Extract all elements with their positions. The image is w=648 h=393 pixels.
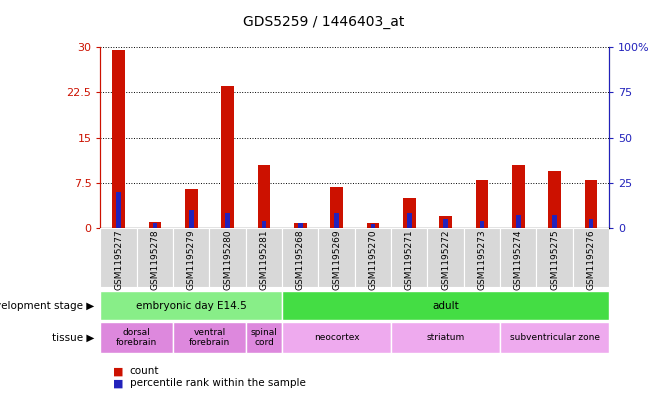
Bar bbox=[221, 86, 234, 228]
Text: GSM1195276: GSM1195276 bbox=[586, 230, 596, 290]
Bar bbox=[330, 187, 343, 228]
Text: GSM1195275: GSM1195275 bbox=[550, 230, 559, 290]
Bar bbox=[246, 228, 282, 287]
Text: neocortex: neocortex bbox=[314, 333, 360, 342]
Bar bbox=[516, 215, 520, 228]
Bar bbox=[318, 228, 355, 287]
Bar bbox=[354, 228, 391, 287]
Text: GSM1195274: GSM1195274 bbox=[514, 230, 523, 290]
Bar bbox=[116, 192, 121, 228]
Bar bbox=[294, 222, 307, 228]
Bar bbox=[439, 216, 452, 228]
Bar bbox=[391, 322, 500, 353]
Bar bbox=[189, 210, 194, 228]
Text: subventricular zone: subventricular zone bbox=[509, 333, 599, 342]
Bar bbox=[209, 228, 246, 287]
Text: spinal
cord: spinal cord bbox=[251, 328, 277, 347]
Text: ventral
forebrain: ventral forebrain bbox=[189, 328, 230, 347]
Bar bbox=[480, 221, 484, 228]
Text: adult: adult bbox=[432, 301, 459, 310]
Text: GSM1195278: GSM1195278 bbox=[150, 230, 159, 290]
Bar bbox=[584, 180, 597, 228]
Bar bbox=[371, 224, 375, 228]
Bar bbox=[298, 222, 303, 228]
Bar bbox=[537, 228, 573, 287]
Text: GSM1195281: GSM1195281 bbox=[259, 230, 268, 290]
Text: embryonic day E14.5: embryonic day E14.5 bbox=[136, 301, 247, 310]
Bar bbox=[148, 222, 161, 228]
Text: ■: ■ bbox=[113, 366, 124, 376]
Text: GSM1195268: GSM1195268 bbox=[295, 230, 305, 290]
Bar bbox=[112, 50, 125, 228]
Bar bbox=[367, 222, 379, 228]
Text: GSM1195277: GSM1195277 bbox=[114, 230, 123, 290]
Bar bbox=[173, 228, 209, 287]
Bar bbox=[282, 228, 318, 287]
Bar bbox=[258, 165, 270, 228]
Bar bbox=[476, 180, 489, 228]
Text: dorsal
forebrain: dorsal forebrain bbox=[116, 328, 157, 347]
Bar bbox=[573, 228, 609, 287]
Text: development stage ▶: development stage ▶ bbox=[0, 301, 94, 310]
Bar bbox=[464, 228, 500, 287]
Bar bbox=[185, 189, 198, 228]
Text: tissue ▶: tissue ▶ bbox=[52, 332, 94, 343]
Text: GSM1195270: GSM1195270 bbox=[369, 230, 377, 290]
Text: count: count bbox=[130, 366, 159, 376]
Text: percentile rank within the sample: percentile rank within the sample bbox=[130, 378, 305, 388]
Bar bbox=[137, 228, 173, 287]
Bar bbox=[443, 219, 448, 228]
Bar bbox=[282, 322, 391, 353]
Bar bbox=[262, 221, 266, 228]
Bar bbox=[500, 322, 609, 353]
Bar bbox=[282, 292, 609, 320]
Text: GSM1195273: GSM1195273 bbox=[478, 230, 487, 290]
Text: GSM1195271: GSM1195271 bbox=[405, 230, 414, 290]
Bar bbox=[403, 198, 415, 228]
Bar bbox=[173, 322, 246, 353]
Bar bbox=[407, 213, 411, 228]
Bar bbox=[588, 219, 594, 228]
Text: striatum: striatum bbox=[426, 333, 465, 342]
Bar bbox=[500, 228, 537, 287]
Bar bbox=[334, 213, 339, 228]
Text: GDS5259 / 1446403_at: GDS5259 / 1446403_at bbox=[243, 15, 405, 29]
Bar bbox=[548, 171, 561, 228]
Text: ■: ■ bbox=[113, 378, 124, 388]
Bar bbox=[152, 222, 157, 228]
Text: GSM1195272: GSM1195272 bbox=[441, 230, 450, 290]
Bar bbox=[100, 322, 173, 353]
Bar bbox=[428, 228, 464, 287]
Bar bbox=[246, 322, 282, 353]
Text: GSM1195279: GSM1195279 bbox=[187, 230, 196, 290]
Bar bbox=[552, 215, 557, 228]
Bar bbox=[100, 292, 282, 320]
Bar bbox=[100, 228, 137, 287]
Bar bbox=[512, 165, 525, 228]
Text: GSM1195280: GSM1195280 bbox=[223, 230, 232, 290]
Text: GSM1195269: GSM1195269 bbox=[332, 230, 341, 290]
Bar bbox=[391, 228, 428, 287]
Bar bbox=[226, 213, 230, 228]
